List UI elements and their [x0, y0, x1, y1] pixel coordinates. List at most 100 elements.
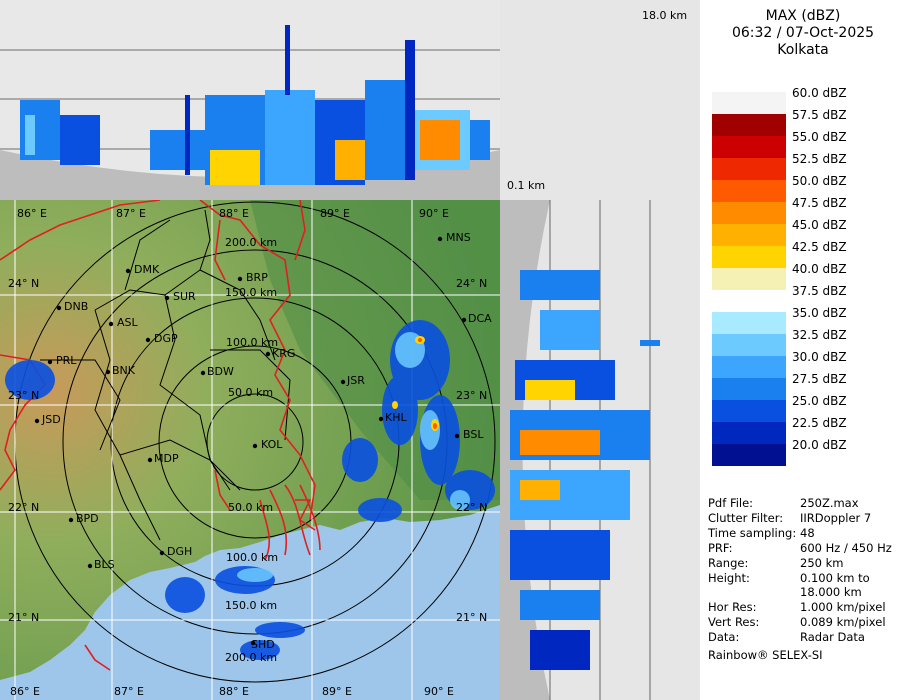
legend-label: 52.5 dBZ [792, 152, 847, 166]
top-cross-section [0, 0, 700, 200]
legend-label: 40.0 dBZ [792, 262, 847, 276]
right-cross-section [500, 200, 660, 700]
product-title: MAX (dBZ) 06:32 / 07-Oct-2025 Kolkata [700, 8, 906, 59]
city-label: DNB [64, 300, 89, 313]
lon-label-89: 89° E [320, 207, 350, 220]
legend-swatch [712, 378, 786, 400]
legend-label: 57.5 dBZ [792, 108, 847, 122]
radar-echoes [5, 320, 495, 660]
legend-swatch [712, 224, 786, 246]
info-panel: MAX (dBZ) 06:32 / 07-Oct-2025 Kolkata 60… [700, 0, 906, 700]
product-name: MAX (dBZ) [765, 8, 841, 24]
city-label: ASL [117, 316, 138, 329]
radar-map-panel: 86° E 87° E 88° E 89° E 90° E 86° E 87° … [0, 200, 500, 700]
lon-label-88: 88° E [219, 207, 249, 220]
legend-row: 52.5 dBZ [712, 152, 892, 180]
city-label: SHD [251, 638, 275, 651]
legend-swatch [712, 246, 786, 268]
legend-label: 25.0 dBZ [792, 394, 847, 408]
info-value: 1.000 km/pixel [800, 600, 886, 614]
legend-label: 32.5 dBZ [792, 328, 847, 342]
city-label: MNS [446, 231, 471, 244]
info-value: 0.089 km/pixel [800, 615, 886, 629]
legend-row: 27.5 dBZ [712, 372, 892, 400]
range-label-50-north: 50.0 km [228, 386, 274, 399]
lon-label-89-bottom: 89° E [322, 685, 352, 698]
top-height-label: 18.0 km [642, 9, 688, 22]
legend-swatch [712, 312, 786, 334]
city-label: PRL [56, 354, 77, 367]
legend-row: 45.0 dBZ [712, 218, 892, 246]
lat-label-21-right: 21° N [456, 611, 488, 624]
info-key: Time sampling: [708, 526, 797, 540]
top-echo-bars [20, 25, 490, 185]
info-key: Clutter Filter: [708, 511, 784, 525]
lat-label-21-left: 21° N [8, 611, 40, 624]
city-label: DGP [154, 332, 178, 345]
city-label: BNK [112, 364, 135, 377]
city-label: DMK [134, 263, 160, 276]
lat-label-22-left: 22° N [8, 501, 40, 514]
radar-map [0, 200, 500, 700]
city-label: BDW [207, 365, 234, 378]
city-label: KHL [385, 411, 407, 424]
range-label-200-north: 200.0 km [225, 236, 278, 249]
lon-label-87-bottom: 87° E [114, 685, 144, 698]
lat-label-24-right: 24° N [456, 277, 488, 290]
right-echo-bars [510, 270, 660, 670]
info-value: 600 Hz / 450 Hz [800, 541, 892, 555]
range-label-150-south: 150.0 km [225, 599, 278, 612]
lat-label-24-left: 24° N [8, 277, 40, 290]
info-value: 250 km [800, 556, 844, 570]
info-key: Height: [708, 571, 750, 585]
info-key: Hor Res: [708, 600, 757, 614]
lon-label-86: 86° E [17, 207, 47, 220]
right-cross-section-panel: 0.1 km [500, 180, 700, 700]
legend-swatch [712, 334, 786, 356]
legend-row: 42.5 dBZ [712, 240, 892, 268]
footer-credit: Rainbow® SELEX-SI [708, 648, 823, 662]
city-label: DGH [167, 545, 193, 558]
legend-swatch [712, 180, 786, 202]
legend-swatch [712, 444, 786, 466]
legend-swatch [712, 92, 786, 114]
lat-label-23-left: 23° N [8, 389, 40, 402]
lat-lon-grid [0, 200, 500, 700]
info-value: 0.100 km to 18.000 km [800, 571, 870, 599]
district-borders [40, 209, 291, 541]
legend-label: 22.5 dBZ [792, 416, 847, 430]
top-cross-section-panel: 18.0 km [0, 0, 700, 200]
info-value: IIRDoppler 7 [800, 511, 872, 525]
legend-row: 37.5 dBZ [712, 284, 892, 312]
legend-row: 25.0 dBZ [712, 394, 892, 422]
legend-swatch [712, 114, 786, 136]
range-label-50-south: 50.0 km [228, 501, 274, 514]
info-value: 250Z.max [800, 496, 859, 510]
city-label: BRP [246, 271, 268, 284]
legend-row: 20.0 dBZ [712, 438, 892, 466]
lon-label-87: 87° E [116, 207, 146, 220]
legend-label: 35.0 dBZ [792, 306, 847, 320]
legend-swatch [712, 158, 786, 180]
info-key: Vert Res: [708, 615, 760, 629]
legend-label: 30.0 dBZ [792, 350, 847, 364]
range-label-150-north: 150.0 km [225, 286, 278, 299]
lon-label-90-bottom: 90° E [424, 685, 454, 698]
info-value: Radar Data [800, 630, 865, 644]
city-label: BPD [76, 512, 99, 525]
legend-swatch [712, 136, 786, 158]
legend-row: 32.5 dBZ [712, 328, 892, 356]
city-label: JSR [347, 374, 365, 387]
city-label: SUR [173, 290, 196, 303]
legend-label: 42.5 dBZ [792, 240, 847, 254]
city-label: JSD [42, 413, 61, 426]
legend-label: 55.0 dBZ [792, 130, 847, 144]
legend-row: 30.0 dBZ [712, 350, 892, 378]
legend-label: 50.0 dBZ [792, 174, 847, 188]
city-label: KOL [261, 438, 283, 451]
info-key: Pdf File: [708, 496, 754, 510]
lon-label-90: 90° E [419, 207, 449, 220]
legend-swatch [712, 400, 786, 422]
city-markers [34, 236, 467, 646]
right-height-label: 0.1 km [507, 179, 546, 192]
